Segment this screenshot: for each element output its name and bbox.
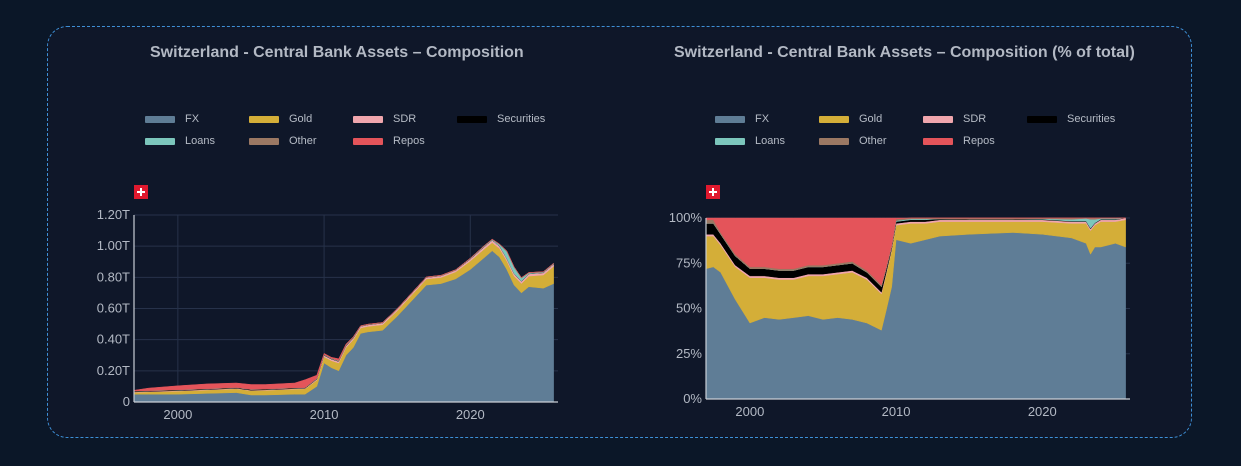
legend-swatch bbox=[353, 138, 383, 145]
y-tick-label: 0.20T bbox=[97, 363, 130, 378]
area-repos bbox=[705, 217, 1126, 286]
legend-label: Repos bbox=[393, 135, 425, 147]
x-tick-label: 2010 bbox=[882, 404, 911, 419]
y-tick-label: 0.80T bbox=[97, 269, 130, 284]
chart-title-right: Switzerland - Central Bank Assets – Comp… bbox=[674, 44, 1135, 61]
legend-swatch bbox=[353, 116, 383, 123]
y-tick-label: 75% bbox=[676, 255, 702, 270]
x-tick-label: 2020 bbox=[1028, 404, 1057, 419]
x-tick-label: 2020 bbox=[456, 407, 485, 422]
x-tick-label: 2010 bbox=[310, 407, 339, 422]
legend-swatch bbox=[715, 138, 745, 145]
legend-label: SDR bbox=[393, 113, 417, 125]
y-tick-label: 50% bbox=[676, 301, 702, 316]
x-tick-label: 2000 bbox=[735, 404, 764, 419]
chart-1: 0 0.20T 0.40T 0.60T 0.80T 1.00T 1.20T 2000 2010 2… bbox=[97, 207, 558, 422]
legend-label: Securities bbox=[1067, 113, 1116, 125]
legend-swatch bbox=[145, 138, 175, 145]
y-tick-label: 25% bbox=[676, 346, 702, 361]
legend-swatch bbox=[457, 116, 487, 123]
legend-label: Loans bbox=[185, 135, 215, 147]
legend-swatch bbox=[249, 138, 279, 145]
legend-label: SDR bbox=[963, 113, 987, 125]
legend-swatch bbox=[923, 116, 953, 123]
switzerland-flag-icon bbox=[134, 185, 148, 199]
legend-swatch bbox=[819, 116, 849, 123]
y-tick-label: 0% bbox=[683, 391, 702, 406]
legend-label: FX bbox=[755, 113, 770, 125]
area-repos bbox=[133, 238, 554, 392]
legend-swatch bbox=[1027, 116, 1057, 123]
legend-label: FX bbox=[185, 113, 200, 125]
legend-label: Repos bbox=[963, 135, 995, 147]
y-tick-label: 100% bbox=[669, 210, 703, 225]
x-tick-label: 2000 bbox=[163, 407, 192, 422]
switzerland-flag-icon bbox=[706, 185, 720, 199]
y-tick-label: 0 bbox=[123, 394, 130, 409]
legend-label: Other bbox=[289, 135, 317, 147]
legend-swatch bbox=[819, 138, 849, 145]
legend-label: Securities bbox=[497, 113, 546, 125]
y-tick-label: 0.40T bbox=[97, 332, 130, 347]
legend-swatch bbox=[145, 116, 175, 123]
area-fx bbox=[133, 250, 554, 403]
legend-swatch bbox=[249, 116, 279, 123]
chart-title-left: Switzerland - Central Bank Assets – Comp… bbox=[150, 44, 524, 61]
legend-label: Gold bbox=[289, 113, 313, 125]
legend-label: Other bbox=[859, 135, 887, 147]
legend-label: Gold bbox=[859, 113, 883, 125]
y-tick-label: 0.60T bbox=[97, 301, 130, 316]
chart-2: 0% 25% 50% 75% 100% 2000 2010 2020 bbox=[669, 210, 1130, 419]
y-tick-label: 1.00T bbox=[97, 238, 130, 253]
legend-label: Loans bbox=[755, 135, 785, 147]
y-tick-label: 1.20T bbox=[97, 207, 130, 222]
legend-swatch bbox=[715, 116, 745, 123]
legend-swatch bbox=[923, 138, 953, 145]
